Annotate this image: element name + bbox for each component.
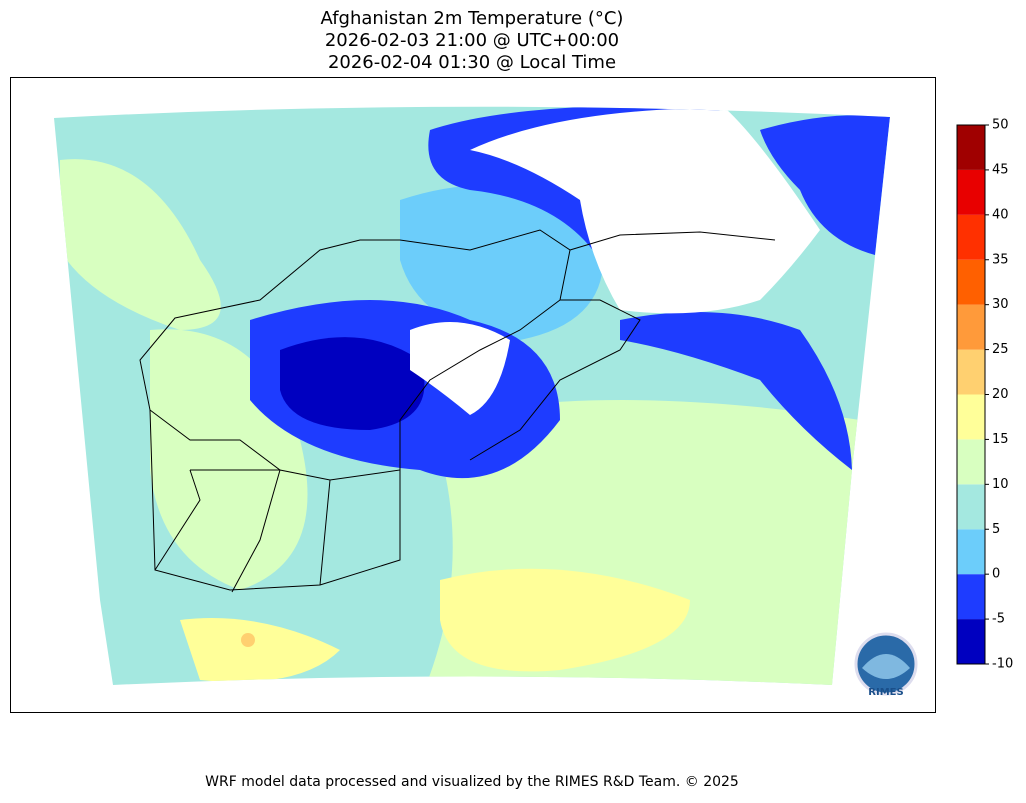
logo-text: RIMES [868, 687, 903, 698]
tick-label: 10 [992, 477, 1009, 492]
color-band [957, 484, 985, 530]
color-band [957, 574, 985, 620]
color-band [957, 125, 985, 170]
tick-label: 0 [992, 567, 1000, 582]
country-borders [139, 229, 776, 593]
color-band [957, 529, 985, 575]
tick-label: 45 [992, 162, 1009, 177]
tick-label: 50 [992, 118, 1009, 133]
tick-label: -10 [992, 657, 1013, 672]
tick-label: -5 [992, 612, 1005, 627]
title-line: 2026-02-04 01:30 @ Local Time [328, 52, 616, 73]
temperature-field [54, 106, 890, 685]
color-band [957, 619, 985, 664]
tick-label: 5 [992, 522, 1000, 537]
title: Afghanistan 2m Temperature (°C)2026-02-0… [321, 8, 624, 73]
color-band [957, 394, 985, 440]
title-line: Afghanistan 2m Temperature (°C) [321, 8, 624, 29]
colorbar: -10 -5 0 5 10 15 20 25 30 35 40 45 50 [956, 118, 1013, 672]
tick-label: 40 [992, 207, 1009, 222]
tick-label: 35 [992, 252, 1009, 267]
color-band [957, 259, 985, 305]
color-band [957, 439, 985, 485]
color-band [957, 304, 985, 350]
tick-label: 15 [992, 432, 1009, 447]
tick-label: 20 [992, 387, 1009, 402]
logo: RIMES [854, 632, 918, 698]
tick-label: 30 [992, 297, 1009, 312]
footer: WRF model data processed and visualized … [205, 774, 739, 790]
color-band [957, 349, 985, 395]
color-band [957, 169, 985, 215]
color-band [957, 214, 985, 260]
title-line: 2026-02-03 21:00 @ UTC+00:00 [325, 30, 619, 51]
tick-label: 25 [992, 342, 1009, 357]
